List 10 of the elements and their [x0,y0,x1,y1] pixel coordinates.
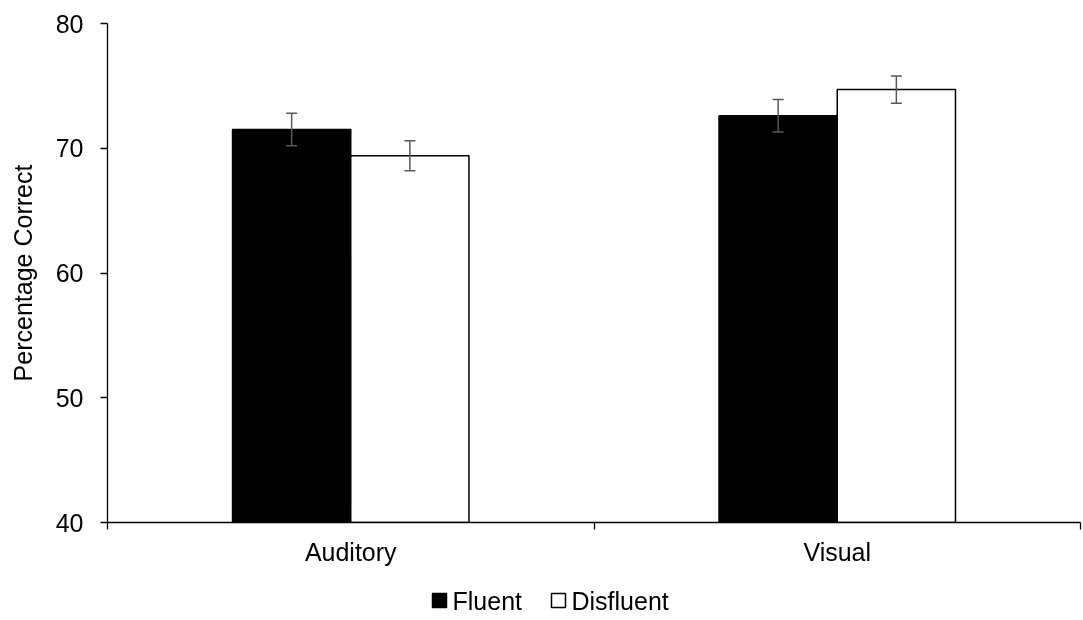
y-tick-label: 60 [55,259,84,287]
y-axis-title: Percentage Correct [8,164,37,382]
legend-label: Disfluent [571,586,669,615]
x-tick-label: Visual [803,537,872,566]
y-tick-label: 80 [55,9,84,38]
y-tick-label: 70 [55,134,84,163]
y-tick-label: 40 [55,508,84,537]
x-tick-label: Auditory [304,537,398,566]
y-tick-label: 50 [55,383,84,412]
legend-label: Fluent [452,586,523,615]
